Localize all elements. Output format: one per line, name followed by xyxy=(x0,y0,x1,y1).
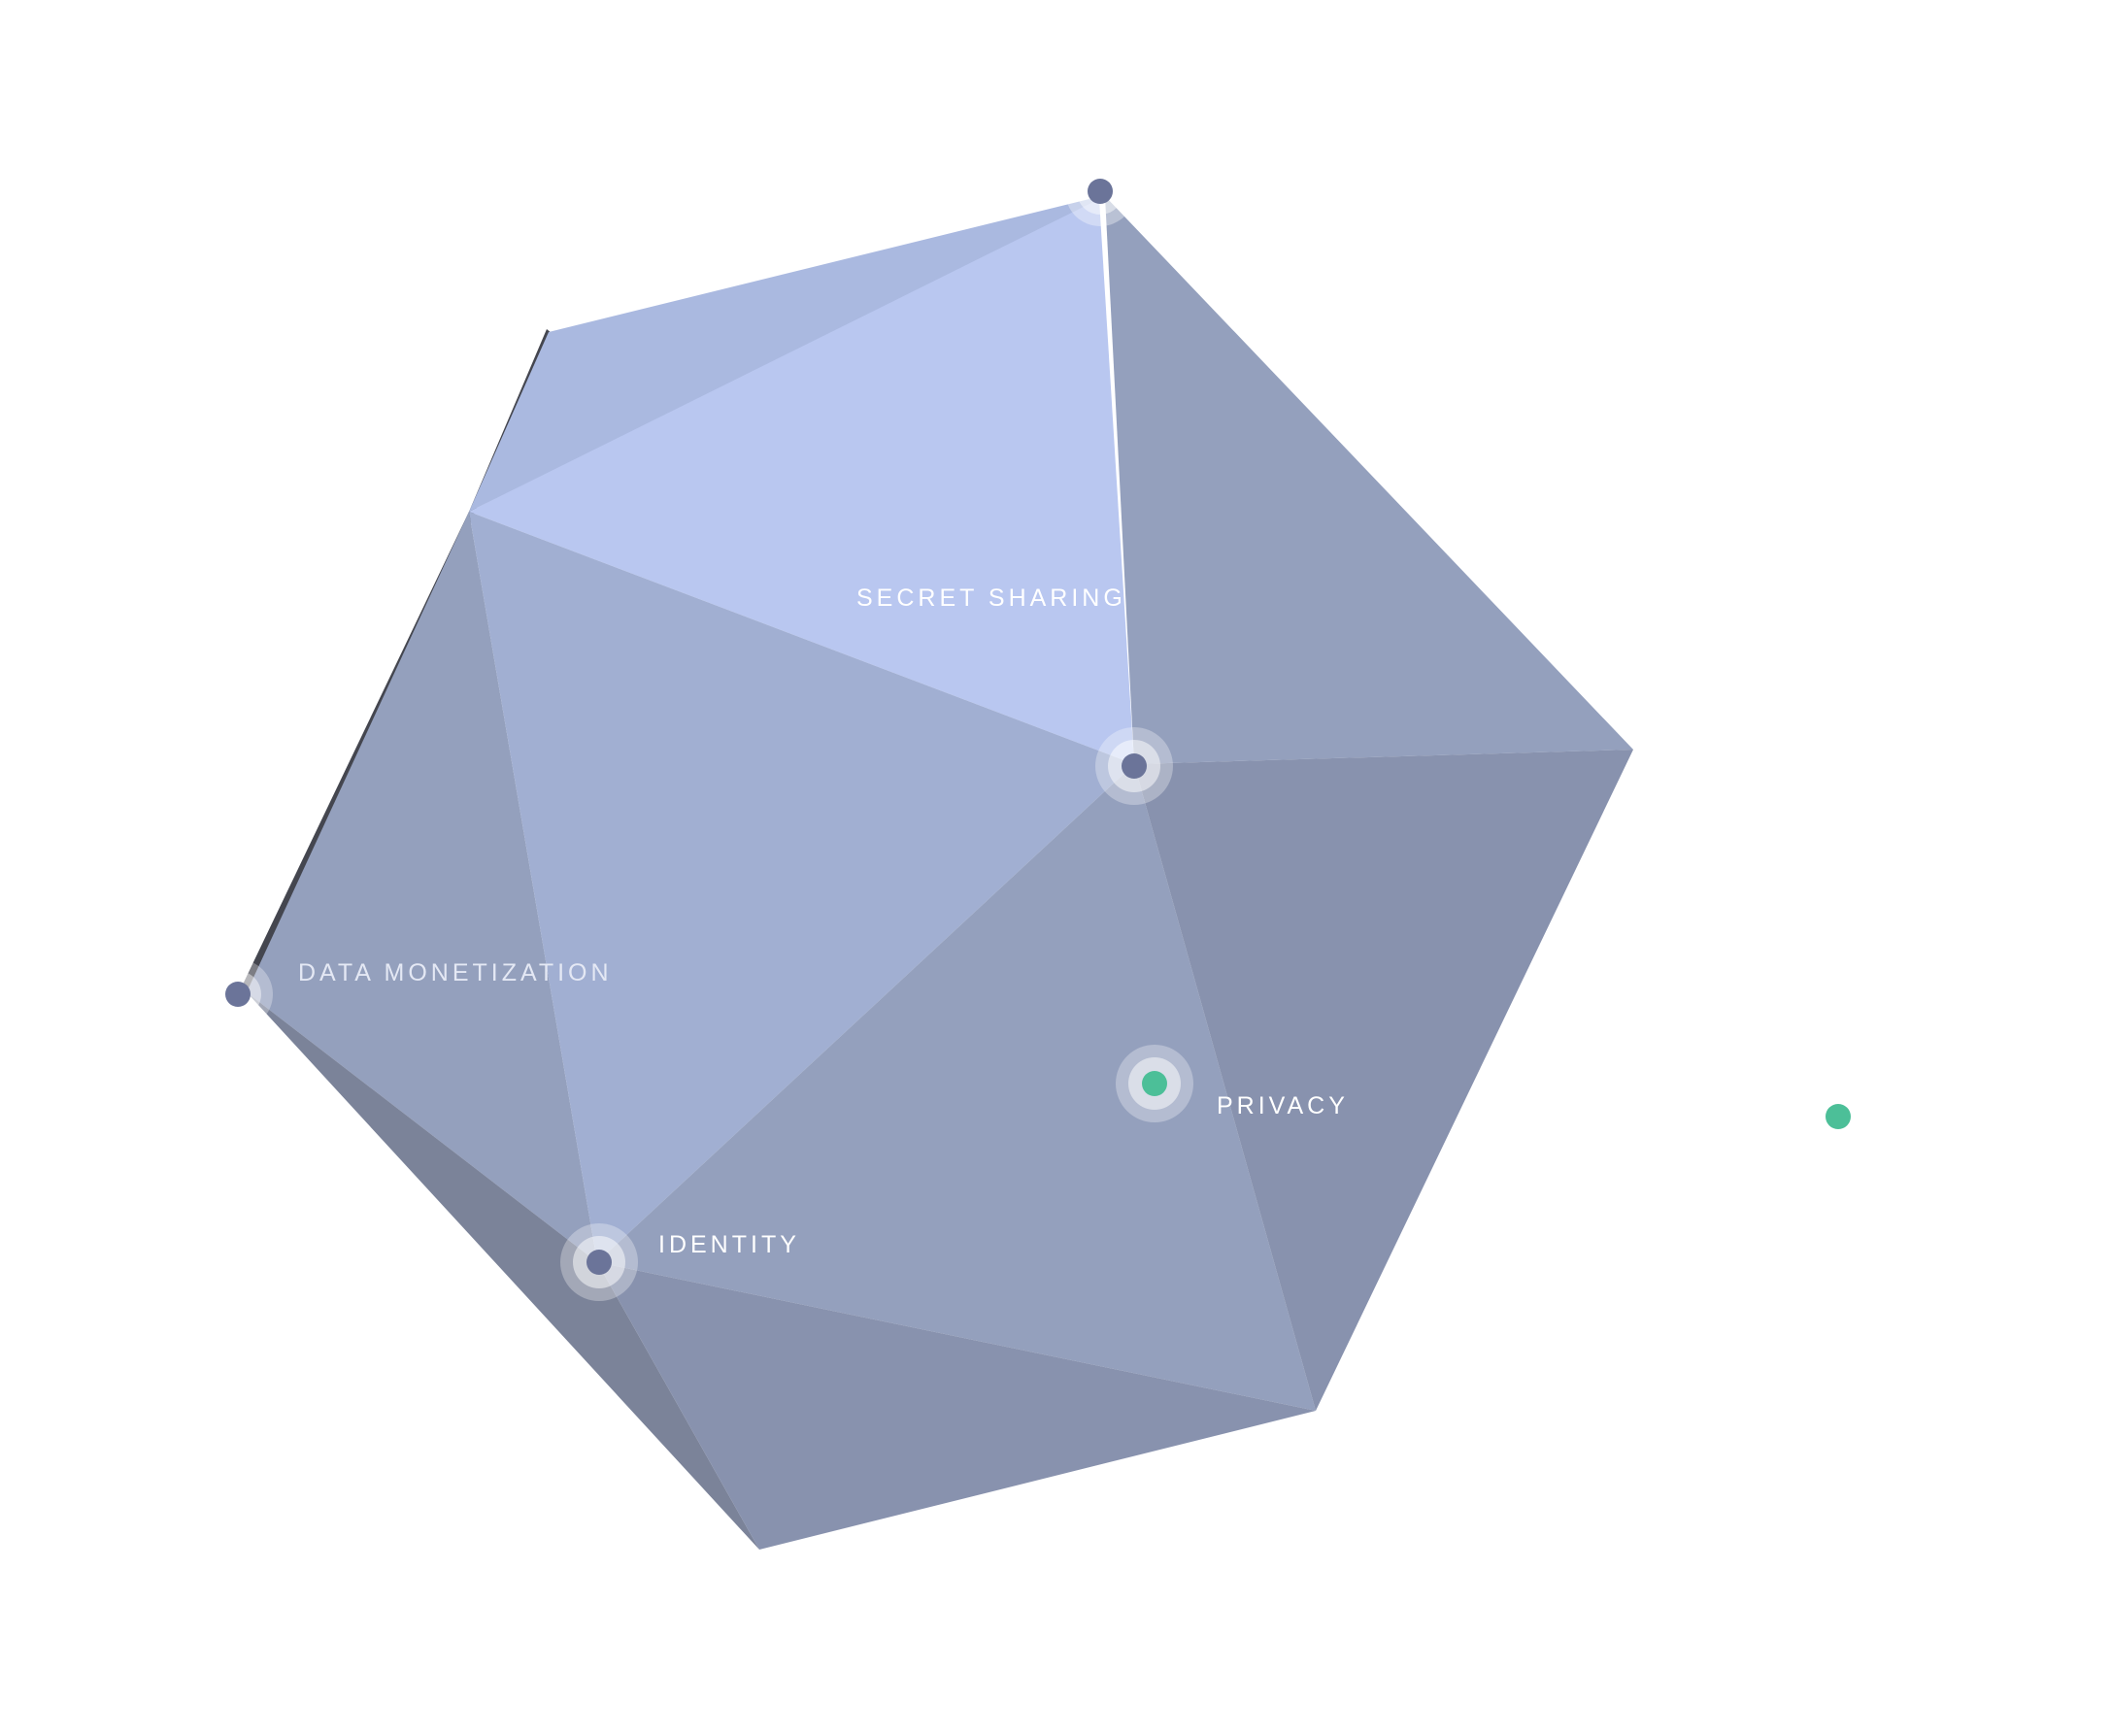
node-dot xyxy=(1122,753,1147,779)
face-bottom xyxy=(597,1262,1316,1550)
face-lower-center xyxy=(597,764,1316,1411)
floating-indicator-dot[interactable] xyxy=(1826,1104,1851,1129)
node-privacy[interactable] xyxy=(1116,1045,1193,1122)
node-dot xyxy=(225,982,251,1007)
node-data-monetization[interactable] xyxy=(203,959,273,1029)
face-bottom-left xyxy=(247,992,759,1550)
face-top-light xyxy=(469,199,1134,764)
node-dot-active xyxy=(1142,1071,1167,1096)
node-identity[interactable] xyxy=(560,1223,638,1301)
face-upper-right xyxy=(1105,196,1633,764)
node-secret-sharing[interactable] xyxy=(1095,727,1173,805)
node-label-privacy: PRIVACY xyxy=(1217,1092,1349,1119)
vertex-node-top[interactable] xyxy=(1065,156,1135,226)
icosahedron-shape xyxy=(242,196,1633,1550)
face-left xyxy=(247,512,597,1262)
edge-shadow xyxy=(242,329,552,987)
node-label-secret-sharing: SECRET SHARING xyxy=(856,584,1126,612)
face-right xyxy=(1134,750,1633,1411)
face-top-left xyxy=(469,196,1101,512)
face-center xyxy=(469,512,1134,1262)
node-label-data-monetization: DATA MONETIZATION xyxy=(298,959,613,986)
node-label-identity: IDENTITY xyxy=(658,1231,800,1258)
node-dot xyxy=(1088,179,1113,204)
node-dot xyxy=(586,1250,612,1275)
